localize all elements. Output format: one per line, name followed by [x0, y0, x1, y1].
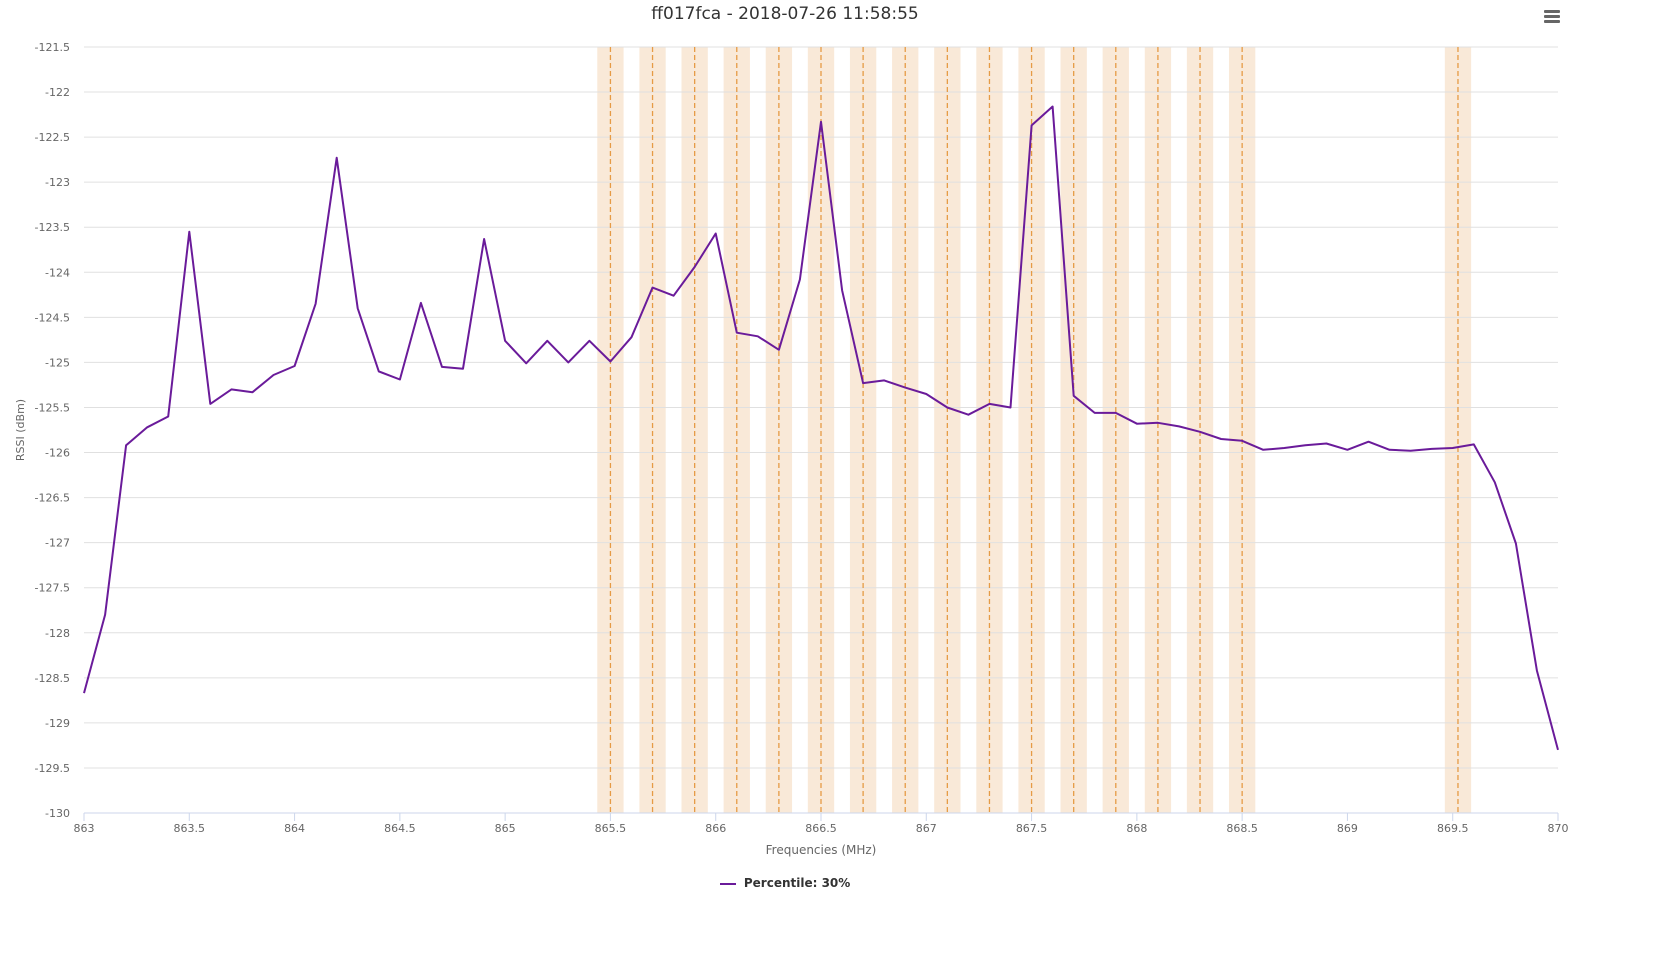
- channel-band: [639, 47, 666, 813]
- y-tick-label: -126.5: [35, 492, 70, 505]
- channel-band: [976, 47, 1003, 813]
- channel-band: [723, 47, 750, 813]
- y-tick-label: -122.5: [35, 131, 70, 144]
- y-tick-label: -128: [45, 627, 70, 640]
- y-tick-label: -130: [45, 807, 70, 820]
- x-tick-label: 866.5: [805, 822, 837, 835]
- channel-band: [807, 47, 835, 813]
- channel-band: [1060, 47, 1087, 813]
- y-tick-label: -123: [45, 176, 70, 189]
- series-line[interactable]: [83, 105, 1559, 751]
- y-tick-label: -122: [45, 86, 70, 99]
- legend-item-label[interactable]: Percentile: 30%: [743, 876, 851, 890]
- y-tick-label: -125: [45, 356, 70, 369]
- channel-band: [1018, 47, 1045, 813]
- legend-swatch: [719, 882, 736, 885]
- channel-band: [849, 47, 877, 813]
- y-tick-label: -126: [45, 447, 70, 460]
- y-tick-label: -124: [45, 266, 70, 279]
- channel-band: [934, 47, 961, 813]
- y-tick-label: -121.5: [35, 41, 70, 54]
- y-tick-label: -124.5: [35, 311, 70, 324]
- series: [83, 105, 1559, 751]
- y-tick-label: -129: [45, 717, 70, 730]
- channel-band: [1444, 47, 1472, 813]
- y-tick-label: -127: [45, 537, 70, 550]
- x-tick-label: 867.5: [1016, 822, 1048, 835]
- x-axis-label: Frequencies (MHz): [766, 843, 877, 857]
- y-tick-label: -127.5: [35, 582, 70, 595]
- x-tick-label: 863.5: [174, 822, 206, 835]
- x-tick-label: 865.5: [595, 822, 627, 835]
- channel-band: [765, 47, 793, 813]
- axes: [83, 812, 1559, 821]
- y-tick-label: -129.5: [35, 762, 70, 775]
- channel-band: [1144, 47, 1172, 813]
- x-tick-label: 868.5: [1226, 822, 1258, 835]
- channel-band: [1102, 47, 1129, 813]
- x-tick-label: 864.5: [384, 822, 416, 835]
- channel-band: [597, 47, 624, 813]
- y-axis-label: RSSI (dBm): [14, 399, 27, 461]
- channel-band: [892, 47, 919, 813]
- channel-band: [1228, 47, 1256, 813]
- x-tick-label: 864: [284, 822, 305, 835]
- legend[interactable]: Percentile: 30%: [0, 876, 1570, 890]
- x-tick-label: 863: [74, 822, 95, 835]
- x-tick-label: 865: [495, 822, 516, 835]
- x-tick-label: 870: [1548, 822, 1569, 835]
- y-tick-label: -123.5: [35, 221, 70, 234]
- x-tick-label: 867: [916, 822, 937, 835]
- x-tick-label: 866: [705, 822, 726, 835]
- chart-context-menu-icon[interactable]: [1544, 10, 1560, 24]
- y-tick-label: -125.5: [35, 401, 70, 414]
- x-tick-labels: 863 863.5 864 864.5 865 865.5 866 866.5 867 867.5…: [74, 822, 1569, 835]
- x-tick-label: 869: [1337, 822, 1358, 835]
- y-tick-label: -128.5: [35, 672, 70, 685]
- chart-title: ff017fca - 2018-07-26 11:58:55: [651, 4, 919, 24]
- x-tick-label: 869.5: [1437, 822, 1469, 835]
- y-tick-labels: -121.5 -122 -122.5 -123 -123.5 -124 -124.5 -125…: [35, 41, 70, 820]
- channel-band: [681, 47, 708, 813]
- x-tick-label: 868: [1126, 822, 1147, 835]
- channel-bands: [597, 47, 1472, 813]
